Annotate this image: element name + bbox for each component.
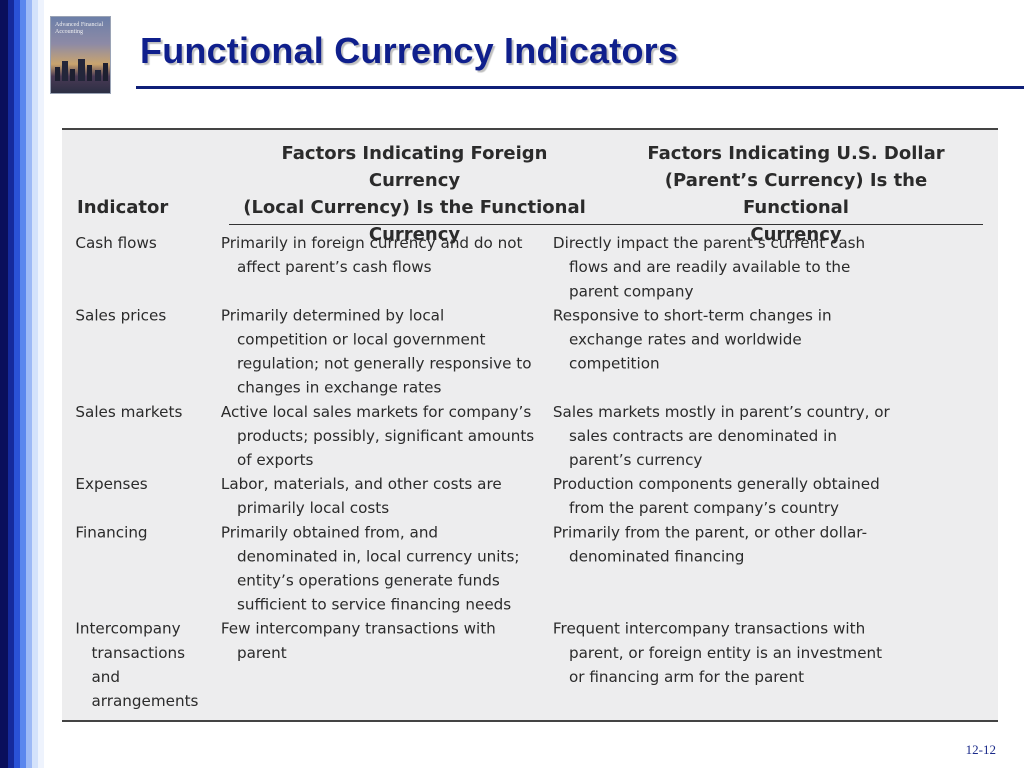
header-dollar-line: Currency bbox=[750, 224, 842, 245]
left-accent-stripes bbox=[0, 0, 44, 768]
header-dollar-line: Factors Indicating U.S. Dollar bbox=[647, 143, 945, 164]
header-us-dollar: Factors Indicating U.S. Dollar (Parent’s… bbox=[610, 140, 982, 248]
cell-foreign: Primarily in foreign currency and do not… bbox=[220, 234, 523, 277]
table-row: Cash flows Primarily in foreign currency … bbox=[62, 232, 897, 304]
indicator-table: Indicator Factors Indicating Foreign Cur… bbox=[62, 128, 998, 722]
cell-dollar: Sales markets mostly in parent’s country… bbox=[552, 403, 890, 470]
cell-indicator: Sales prices bbox=[75, 306, 167, 325]
slide-number: 12-12 bbox=[965, 742, 996, 757]
title-underline bbox=[136, 86, 1024, 89]
skyline-icon bbox=[51, 59, 110, 81]
header-foreign-line: Factors Indicating Foreign Currency bbox=[281, 143, 548, 191]
header-indicator: Indicator bbox=[77, 197, 169, 218]
cell-dollar: Frequent intercompany transactions with … bbox=[552, 620, 883, 687]
cell-foreign: Primarily determined by local competitio… bbox=[220, 306, 532, 398]
table-header: Indicator Factors Indicating Foreign Cur… bbox=[62, 140, 998, 245]
header-foreign-currency: Factors Indicating Foreign Currency (Loc… bbox=[237, 140, 592, 248]
header-dollar-line: (Parent’s Currency) Is the Functional bbox=[664, 170, 928, 218]
cell-dollar: Production components generally obtained… bbox=[552, 475, 880, 518]
table-row: Sales markets Active local sales markets … bbox=[62, 401, 897, 473]
cell-foreign: Active local sales markets for company’s… bbox=[220, 403, 535, 470]
table-row: Expenses Labor, materials, and other cost… bbox=[62, 473, 897, 521]
cell-foreign: Labor, materials, and other costs are pr… bbox=[220, 475, 502, 518]
table-row: Intercompany transactions and arrangemen… bbox=[62, 618, 897, 714]
cell-dollar: Responsive to short-term changes in exch… bbox=[552, 306, 832, 374]
cell-foreign: Primarily obtained from, and denominated… bbox=[220, 523, 520, 615]
cell-indicator: Intercompany transactions and arrangemen… bbox=[75, 620, 199, 711]
cell-indicator: Expenses bbox=[75, 475, 148, 494]
header-foreign-line: (Local Currency) Is the Functional bbox=[243, 197, 586, 218]
book-cover-image: Advanced Financial Accounting bbox=[51, 17, 110, 93]
table-row: Sales prices Primarily determined by loca… bbox=[62, 304, 897, 400]
table-body: Cash flows Primarily in foreign currency … bbox=[62, 232, 897, 714]
cell-indicator: Financing bbox=[75, 523, 148, 542]
cell-foreign: Few intercompany transactions with paren… bbox=[220, 620, 496, 663]
cell-dollar: Primarily from the parent, or other doll… bbox=[552, 523, 868, 566]
header-foreign-line: Currency bbox=[368, 224, 461, 245]
cell-indicator: Sales markets bbox=[75, 403, 183, 422]
slide-title: Functional Currency Indicators bbox=[140, 30, 679, 71]
header-divider bbox=[229, 224, 983, 225]
table-row: Financing Primarily obtained from, and de… bbox=[62, 521, 897, 617]
cell-indicator: Cash flows bbox=[75, 234, 157, 253]
cell-dollar: Directly impact the parent’s current cas… bbox=[552, 234, 866, 301]
book-cover-title: Advanced Financial Accounting bbox=[55, 22, 104, 35]
